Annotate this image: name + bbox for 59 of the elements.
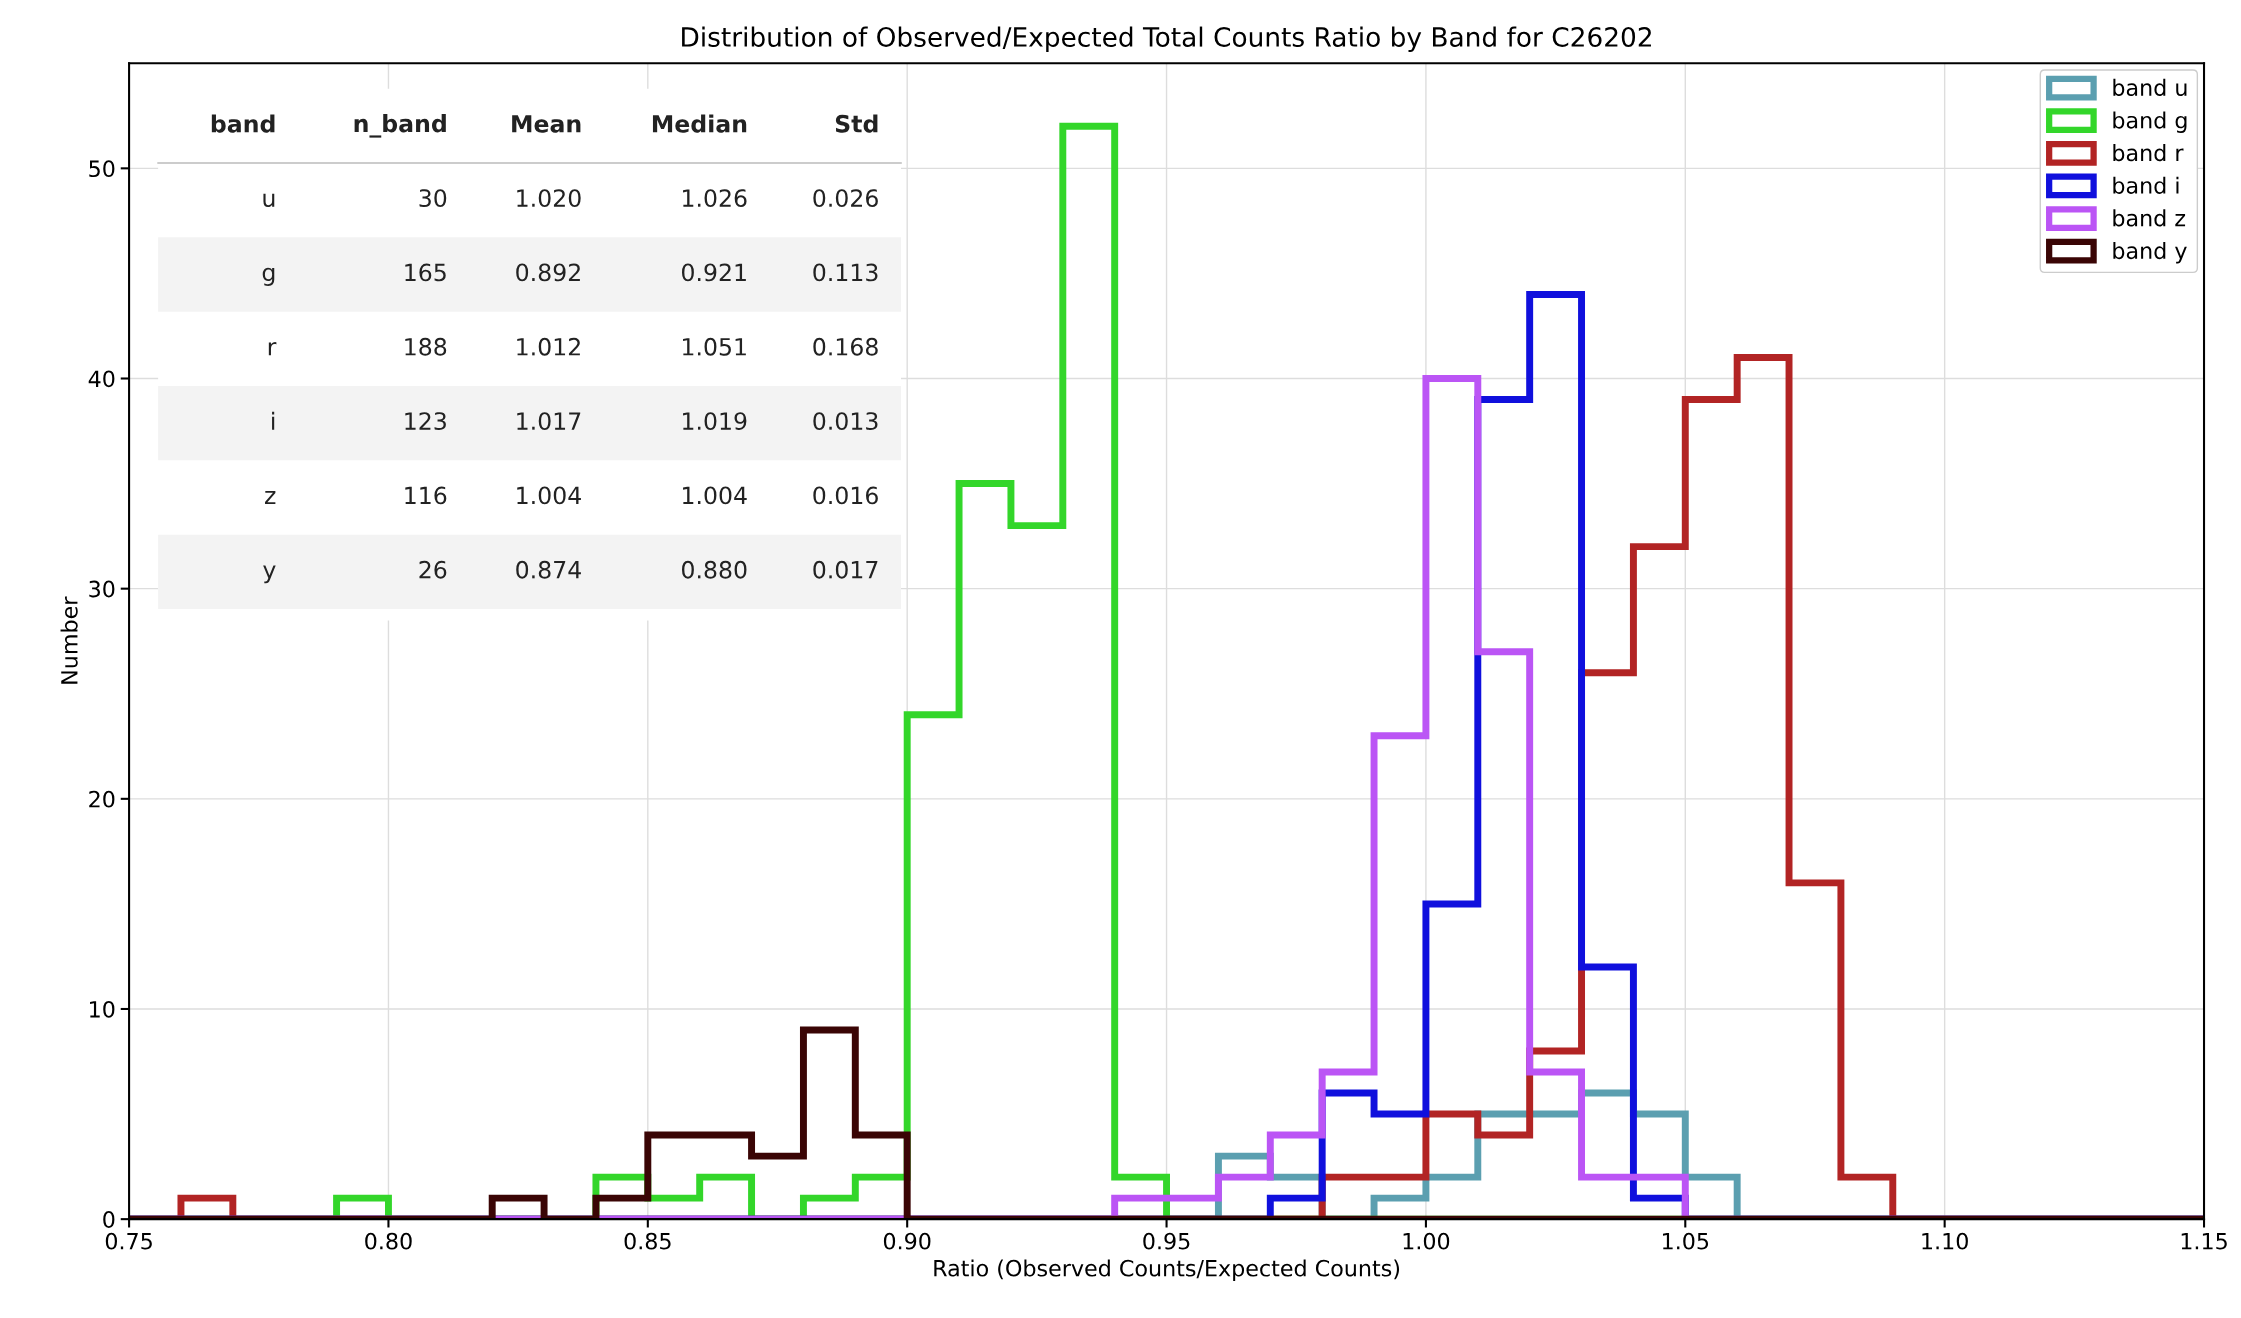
annotation: 1.026 [683, 189, 747, 208]
x-tick-label: 1.15 [2181, 1233, 2227, 1250]
annotation: g [262, 267, 275, 286]
annotation: 165 [405, 263, 446, 282]
annotation: 1.051 [683, 337, 746, 356]
y-axis-title: Number [60, 596, 78, 684]
x-axis-title: Ratio (Observed Counts/Expected Counts) [934, 1259, 1400, 1281]
chart-title: Distribution of Observed/Expected Total Counts Ratio by Band for C26202 [682, 26, 1651, 53]
annotation: 30 [419, 189, 447, 208]
legend-label: band u [2113, 78, 2187, 97]
annotation: 0.026 [813, 189, 878, 208]
x-tick-label: 0.95 [1143, 1232, 1190, 1250]
x-tick-label: 0.75 [105, 1232, 152, 1250]
annotation: 1.012 [517, 337, 580, 356]
x-tick-label: 1.10 [1922, 1232, 1968, 1250]
annotation: z [265, 491, 276, 504]
annotation: 0.016 [813, 486, 878, 505]
annotation: 0.113 [813, 263, 878, 282]
annotation: 0.168 [813, 337, 878, 356]
x-tick-label: 1.05 [1662, 1232, 1709, 1250]
y-tick-label: 20 [89, 790, 115, 808]
legend-label: band g [2113, 111, 2187, 133]
annotation: n_band [354, 114, 446, 138]
annotation: 0.880 [682, 560, 747, 579]
y-tick-label: 30 [89, 580, 115, 598]
y-tick-label: 10 [90, 1000, 115, 1018]
legend-label: band r [2113, 144, 2184, 162]
annotation: 1.020 [517, 189, 581, 208]
x-tick-label: 0.80 [365, 1232, 412, 1250]
annotation: Median [652, 114, 747, 133]
x-tick-label: 0.90 [883, 1232, 931, 1250]
annotation: 1.019 [683, 412, 747, 430]
annotation: y [263, 565, 276, 584]
annotation: 26 [419, 560, 447, 579]
annotation: 1.004 [683, 486, 747, 505]
annotation: i [272, 411, 275, 430]
annotation: 1.017 [517, 412, 581, 430]
annotation: 116 [405, 486, 447, 505]
x-tick-label: 0.85 [624, 1232, 671, 1250]
legend-label: band z [2113, 209, 2186, 227]
annotation: 0.892 [516, 263, 580, 282]
y-tick-label: 50 [89, 160, 115, 178]
y-tick-label: 40 [88, 370, 115, 388]
annotation: 123 [405, 412, 446, 430]
y-tick-label: 0 [103, 1211, 115, 1228]
annotation: band [211, 114, 275, 133]
legend-label: band i [2113, 176, 2179, 194]
legend-label: band y [2113, 241, 2187, 264]
annotation: 0.921 [682, 263, 746, 282]
annotation: 188 [405, 337, 447, 356]
annotation: 0.874 [516, 560, 581, 579]
annotation: r [268, 342, 277, 356]
x-tick-label: 1.00 [1403, 1232, 1450, 1250]
annotation: 0.017 [813, 560, 878, 579]
annotation: Mean [512, 115, 581, 133]
annotation: Std [835, 114, 878, 133]
annotation: 1.004 [517, 486, 581, 505]
annotation: 0.013 [813, 412, 878, 430]
annotation: u [263, 193, 275, 208]
